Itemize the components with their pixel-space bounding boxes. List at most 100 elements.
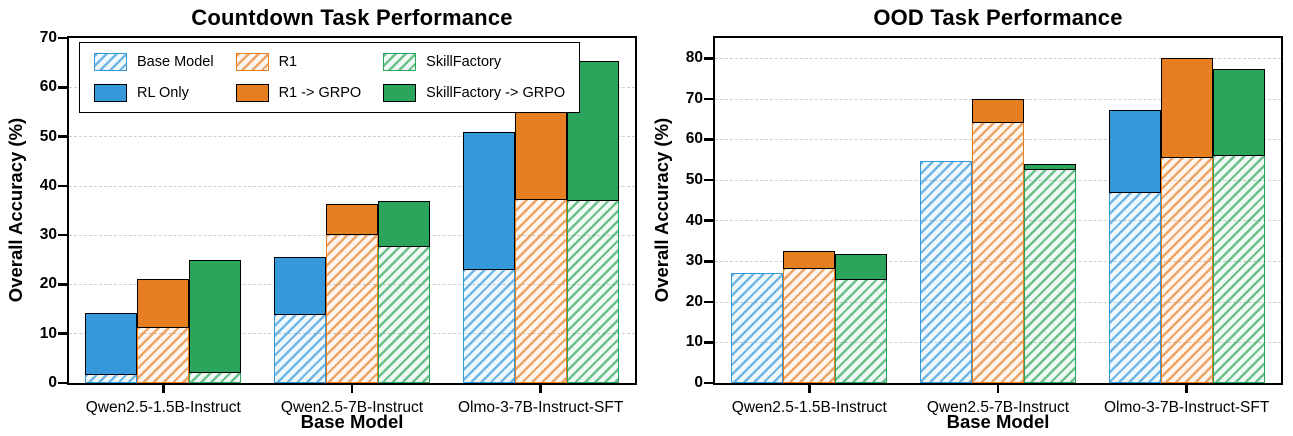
- y-tick-mark: [58, 381, 67, 385]
- y-tick-label: 80: [685, 49, 703, 67]
- legend-item-label: RL Only: [137, 85, 189, 101]
- bar-segment-solid: [326, 203, 378, 235]
- bar-segment-solid: [189, 259, 242, 373]
- legend-item-label: Base Model: [137, 54, 214, 70]
- green-solid-swatch-icon: [383, 84, 417, 102]
- y-tick-label: 0: [48, 374, 57, 391]
- bar-segment-hatched: [835, 278, 888, 383]
- legend-item-label: R1 -> GRPO: [278, 85, 362, 101]
- legend-item: Base Model: [94, 53, 214, 71]
- y-tick-mark: [58, 86, 67, 89]
- bar-segment-hatched: [783, 267, 836, 383]
- bar-segment-solid: [137, 278, 190, 328]
- y-tick-label: 40: [39, 176, 57, 194]
- x-tick-mark: [350, 385, 354, 393]
- x-category-label: Qwen2.5-1.5B-Instruct: [731, 399, 887, 416]
- bar-segment-hatched: [462, 268, 515, 383]
- y-tick-mark: [704, 300, 713, 304]
- bar-segment-hatched: [326, 232, 378, 383]
- y-tick-mark: [704, 97, 713, 101]
- chart-title: Countdown Task Performance: [191, 5, 513, 30]
- orange-hatched-swatch-icon: [235, 53, 269, 71]
- x-tick-mark: [808, 385, 811, 393]
- y-tick-mark: [704, 259, 713, 263]
- blue-hatched-swatch-icon: [94, 53, 127, 71]
- bar-segment-solid: [1108, 110, 1161, 194]
- x-tick-mark: [539, 385, 542, 393]
- x-axis-label: Base Model: [300, 411, 404, 432]
- bar-segment-hatched: [731, 273, 784, 383]
- y-tick-label: 50: [39, 127, 57, 145]
- legend-item: SkillFactory -> GRPO: [383, 84, 565, 102]
- gridline: [69, 136, 635, 138]
- plot-area: 0 10 20 30 40 50 60 70 Qwen2.5-1.5B-Instruct Qwen…: [40, 29, 637, 416]
- x-category-label: Qwen2.5-7B-Instruct: [280, 399, 424, 416]
- y-tick-mark: [58, 135, 67, 138]
- legend-item-label: SkillFactory: [426, 54, 502, 70]
- bar-segment-hatched: [972, 121, 1024, 383]
- blue-solid-swatch-icon: [94, 84, 127, 102]
- gridline: [715, 58, 1281, 60]
- bar-segment-solid: [378, 200, 430, 247]
- bar-segment-solid: [1212, 69, 1265, 157]
- y-tick-label: 30: [39, 226, 57, 244]
- legend-item-label: SkillFactory -> GRPO: [426, 85, 566, 101]
- bar-segment-solid: [85, 312, 138, 376]
- bar-segment-hatched: [1024, 167, 1076, 383]
- y-tick-label: 60: [39, 78, 57, 96]
- y-tick-label: 70: [39, 29, 57, 46]
- x-category-label: Olmo-3-7B-Instruct-SFT: [457, 399, 624, 416]
- y-tick-label: 50: [685, 171, 703, 189]
- x-axis-label: Base Model: [946, 411, 1050, 432]
- bar-segment-hatched: [137, 325, 190, 383]
- y-tick-mark: [704, 381, 713, 385]
- green-hatched-swatch-icon: [383, 53, 417, 71]
- x-category-label: Qwen2.5-7B-Instruct: [926, 399, 1070, 416]
- bar-segment-hatched: [920, 160, 972, 383]
- legend-item: RL Only: [94, 84, 214, 102]
- bar-segment-hatched: [1108, 191, 1161, 383]
- bar-segment-hatched: [378, 245, 430, 383]
- y-tick-label: 0: [694, 374, 703, 391]
- y-tick-mark: [58, 184, 67, 188]
- y-tick-mark: [58, 283, 67, 286]
- bar-segment-solid: [783, 251, 836, 270]
- countdown-chart-panel: Countdown Task Performance Overall Accur…: [0, 0, 646, 436]
- chart-title: OOD Task Performance: [873, 5, 1123, 30]
- bar-segment-solid: [835, 253, 888, 281]
- y-tick-label: 40: [685, 211, 703, 229]
- orange-solid-swatch-icon: [235, 84, 269, 102]
- y-tick-label: 60: [685, 130, 703, 148]
- y-tick-mark: [704, 138, 713, 141]
- legend-item: R1 -> GRPO: [235, 84, 362, 102]
- plot-area: 0 10 20 30 40 50 60 70 80 Qwen2.5-1.5B-Instruct Qw…: [686, 36, 1283, 416]
- y-tick-mark: [58, 332, 67, 336]
- y-tick-label: 30: [685, 252, 703, 270]
- legend: Base Model R1 SkillFactory RL Only R1 -> GRP…: [79, 42, 581, 113]
- bar-segment-hatched: [1212, 154, 1265, 383]
- bar-segment-solid: [274, 257, 326, 315]
- bar-segment-hatched: [514, 198, 567, 383]
- bar-segment-hatched: [566, 199, 619, 383]
- bar-segment-hatched: [274, 312, 326, 383]
- y-tick-mark: [58, 233, 67, 237]
- legend-item: R1: [235, 53, 362, 71]
- x-tick-mark: [162, 385, 165, 393]
- bar-segment-solid: [972, 98, 1024, 124]
- y-tick-mark: [704, 57, 713, 60]
- x-category-label: Olmo-3-7B-Instruct-SFT: [1103, 399, 1270, 416]
- bar-segment-hatched: [1160, 156, 1213, 383]
- x-category-label: Qwen2.5-1.5B-Instruct: [85, 399, 241, 416]
- x-tick-mark: [996, 385, 1000, 393]
- y-tick-label: 70: [685, 89, 703, 107]
- y-tick-mark: [58, 36, 67, 40]
- bar-segment-solid: [462, 131, 515, 271]
- y-tick-mark: [704, 219, 713, 222]
- bar-segment-solid: [1160, 58, 1213, 159]
- y-tick-label: 20: [39, 275, 57, 293]
- y-tick-label: 10: [685, 333, 703, 351]
- ood-chart-panel: OOD Task Performance Overall Accuracy (%…: [646, 0, 1293, 436]
- y-tick-label: 10: [39, 324, 57, 342]
- y-tick-mark: [704, 341, 713, 344]
